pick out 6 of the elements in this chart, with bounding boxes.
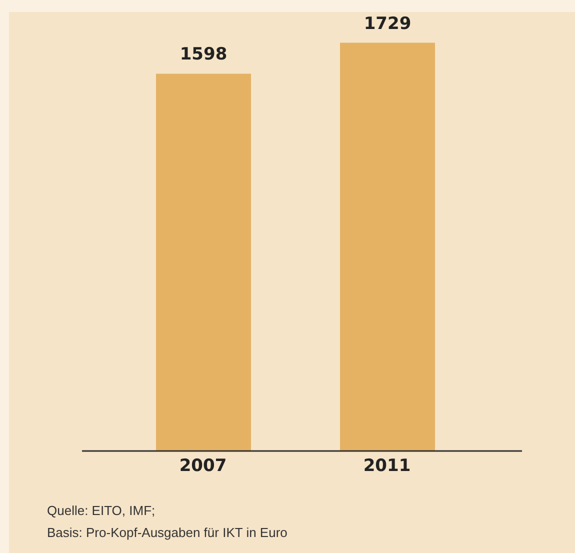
x-tick-label: 2007	[179, 456, 227, 476]
data-label: 1729	[364, 14, 412, 34]
data-label: 1598	[180, 44, 228, 65]
x-tick-label: 2011	[363, 456, 411, 476]
source-note: Quelle: EITO, IMF;	[47, 502, 156, 520]
text: Basis: Pro-Kopf-Ausgaben für IKT in Euro	[47, 524, 288, 542]
